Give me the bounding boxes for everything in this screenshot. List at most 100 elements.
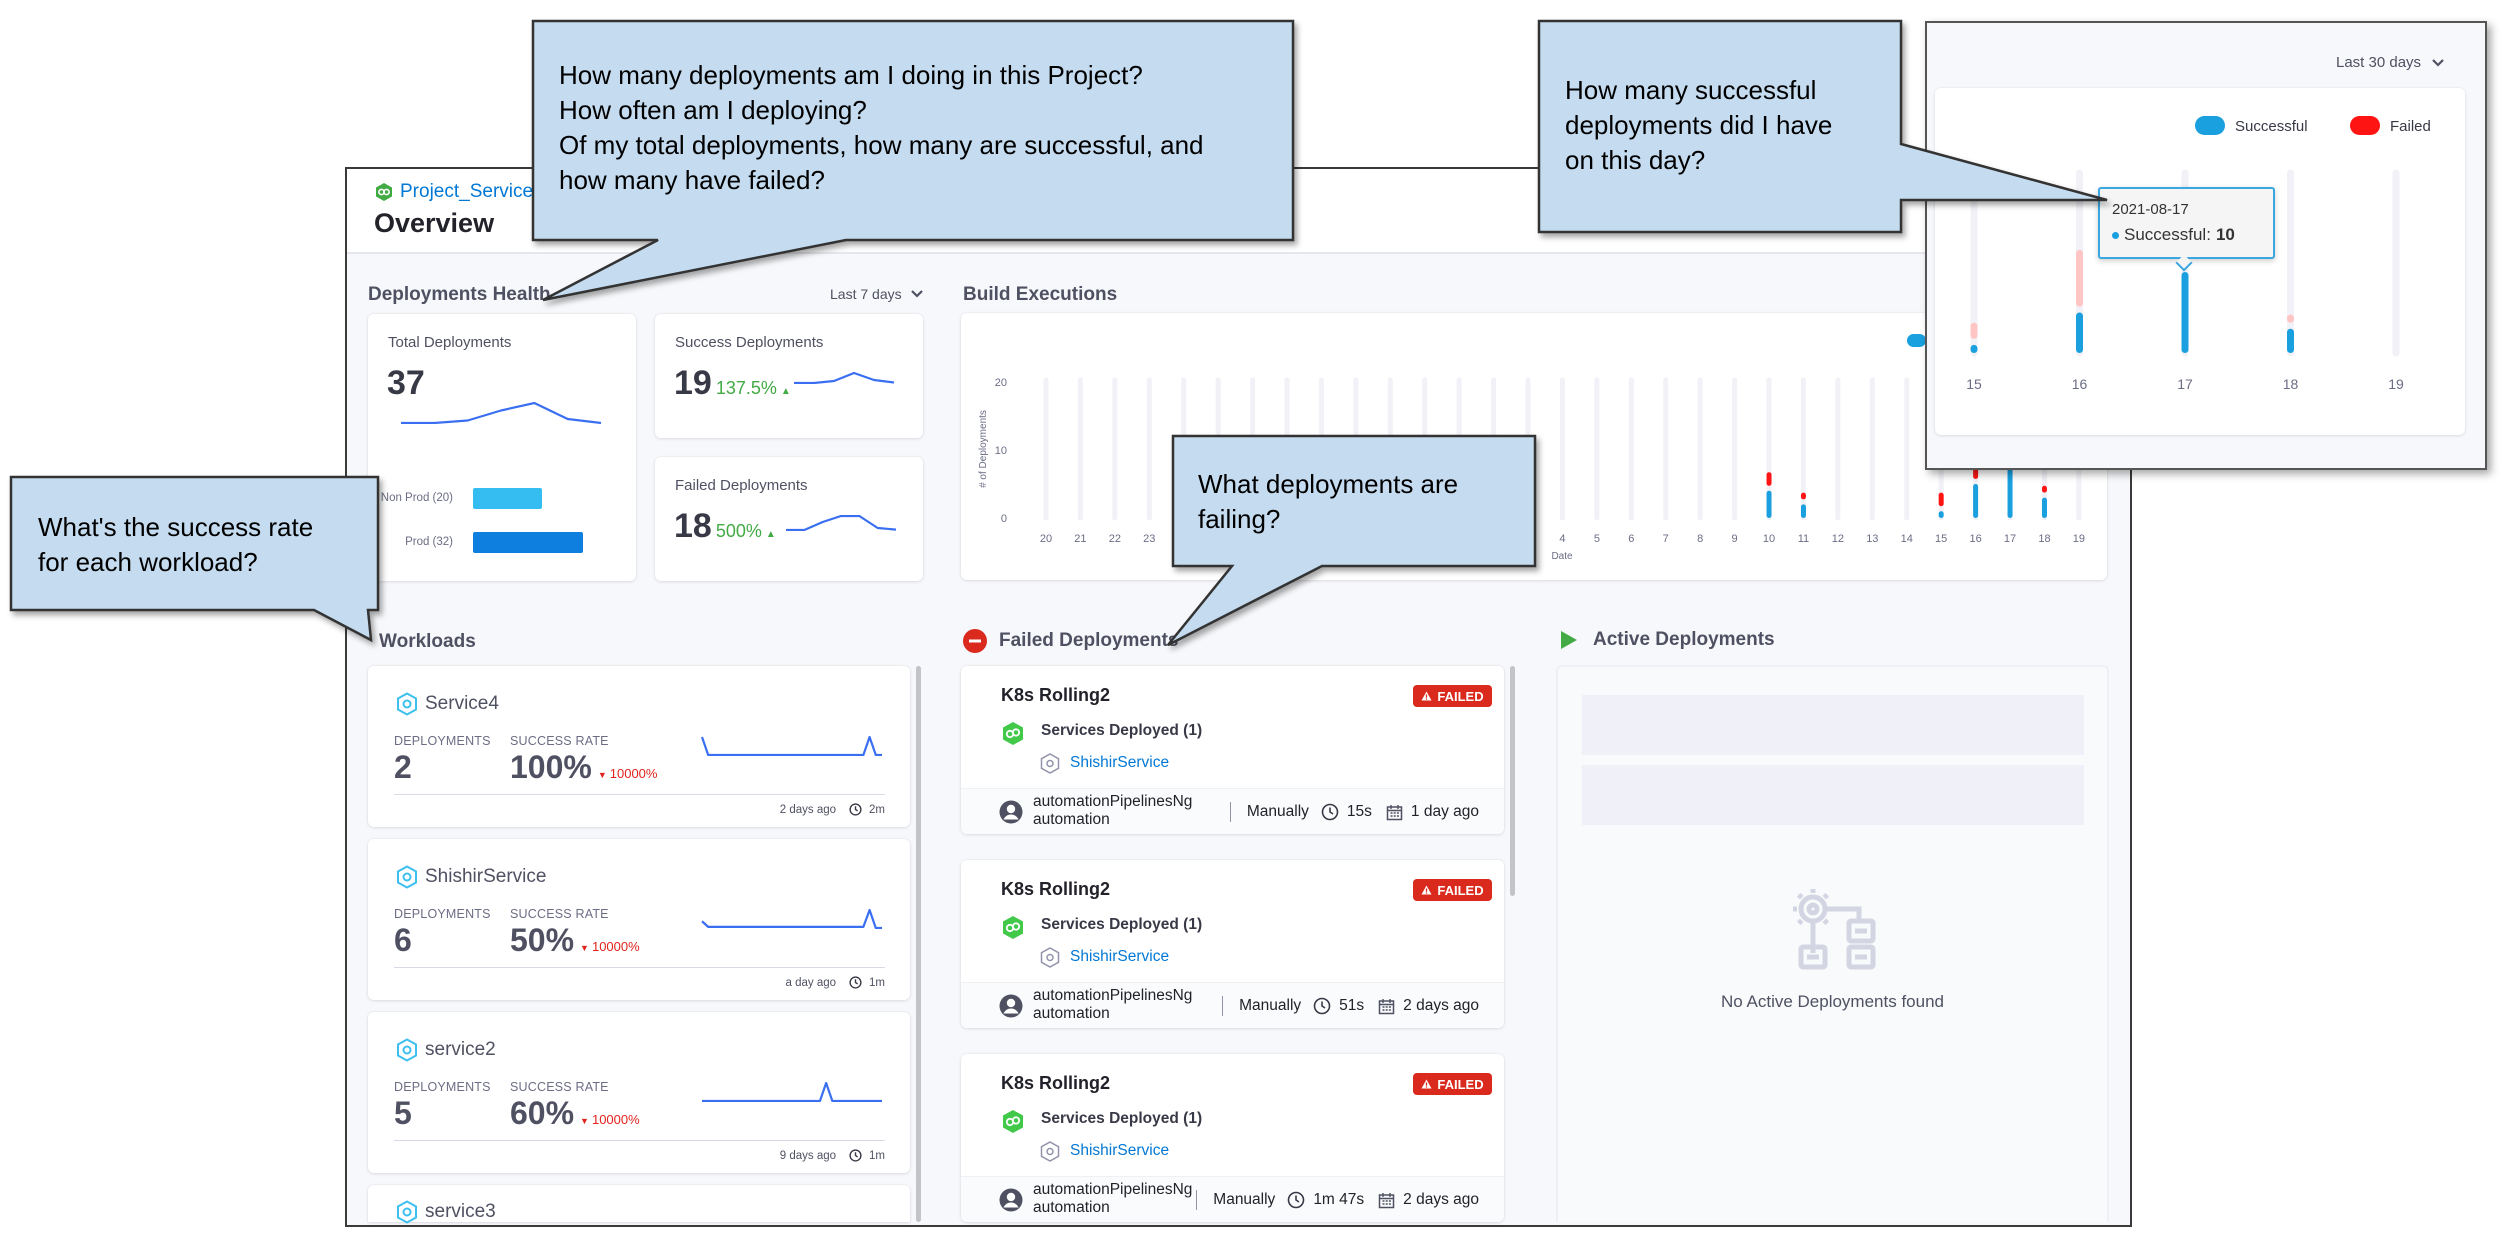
- sparkline-path: [794, 372, 895, 384]
- health-range-label: Last 7 days: [830, 286, 902, 302]
- active-empty-text: No Active Deployments found: [1720, 992, 1944, 1011]
- user-avatar-icon: [999, 994, 1023, 1018]
- workloads-scrollbar[interactable]: [916, 666, 921, 1222]
- sparkline-path: [701, 909, 882, 929]
- workload-duration: 1m: [869, 1149, 885, 1162]
- failed-deployment-card[interactable]: K8s Rolling2 FAILED Services Deployed (1…: [961, 860, 1504, 1028]
- divider: [394, 794, 885, 795]
- services-deployed-label: Services Deployed (1): [1041, 1110, 1203, 1127]
- workload-name[interactable]: service2: [425, 1039, 496, 1060]
- sparkline-path: [702, 1082, 882, 1102]
- deployment-footer: automationPipelinesNg automation Manuall…: [961, 982, 1504, 1028]
- clock-icon: [849, 976, 862, 989]
- callout-line: failing?: [1198, 504, 1281, 534]
- service-hexagon-icon: [1040, 753, 1060, 774]
- separator: [1229, 802, 1231, 822]
- workload-card[interactable]: ShishirService DEPLOYMENTS 6 SUCCESS RAT…: [368, 839, 910, 1000]
- trigger-type: Manually: [1213, 1191, 1276, 1208]
- workload-duration: 1m: [869, 976, 885, 989]
- workload-sparkline: [701, 736, 882, 756]
- triggered-by-sub: automation: [1033, 1005, 1110, 1022]
- x-tick-label: 5: [1594, 533, 1600, 545]
- workload-card[interactable]: service2 DEPLOYMENTS 5 SUCCESS RATE 60% …: [368, 1012, 910, 1173]
- service-hexagon-icon: [397, 1200, 417, 1224]
- failed-deployment-card[interactable]: K8s Rolling2 FAILED Services Deployed (1…: [961, 1054, 1504, 1222]
- triggered-by-sub: automation: [1033, 1199, 1110, 1216]
- failed-deployment-card[interactable]: K8s Rolling2 FAILED Services Deployed (1…: [961, 666, 1504, 834]
- cd-module-icon: [1003, 916, 1023, 939]
- failed-sparkline: [786, 515, 897, 531]
- x-tick-label: 13: [1866, 533, 1878, 545]
- service-link[interactable]: ShishirService: [1070, 948, 1170, 965]
- x-tick-label: 11: [1798, 533, 1809, 545]
- workload-deployments: 5: [394, 1095, 412, 1131]
- trend-down-icon: ▼: [580, 1116, 589, 1126]
- calendar-icon: [1378, 1192, 1395, 1208]
- chart-zoom-inset: Last 30 days 15 16 17 18 19 Successful Failed …: [1925, 21, 2487, 470]
- x-tick-label: 19: [2388, 376, 2404, 392]
- x-tick-label: 16: [1969, 533, 1981, 545]
- project-icon: [376, 183, 392, 201]
- workload-success-rate: 50%: [510, 922, 575, 958]
- callout-line: deployments did I have: [1565, 110, 1833, 140]
- separator: [1196, 1190, 1198, 1210]
- breadcrumb[interactable]: Project_ServiceL: [374, 181, 544, 203]
- y-tick-label: 10: [995, 445, 1007, 457]
- tooltip-series: Successful:: [2124, 225, 2211, 244]
- x-tick-label: 6: [1628, 533, 1634, 545]
- y-tick-label: 20: [995, 377, 1007, 389]
- callout-line: How often am I deploying?: [559, 95, 867, 125]
- total-deployments-value: 37: [387, 364, 425, 402]
- workload-card[interactable]: service3: [368, 1185, 910, 1224]
- service-link[interactable]: ShishirService: [1070, 754, 1170, 771]
- workload-name[interactable]: service3: [425, 1201, 496, 1222]
- pipeline-name[interactable]: K8s Rolling2: [1001, 1073, 1111, 1093]
- workloads-title: Workloads: [379, 631, 476, 652]
- deployments-health-title: Deployments Health: [368, 284, 551, 305]
- workload-name[interactable]: Service4: [425, 693, 499, 714]
- success-deployments-card: Success Deployments 19 137.5% ▲: [655, 314, 923, 438]
- x-tick-label: 9: [1732, 533, 1738, 545]
- workload-success-rate: 60%: [510, 1095, 575, 1131]
- service-hexagon-icon: [1040, 1141, 1060, 1162]
- skeleton-row: [1582, 765, 2084, 825]
- separator: [1222, 996, 1224, 1016]
- user-avatar-icon: [999, 800, 1023, 824]
- divider: [394, 1140, 885, 1141]
- failed-deployments-value: 18: [674, 507, 712, 545]
- pipeline-name[interactable]: K8s Rolling2: [1001, 685, 1111, 705]
- x-tick-label: 3: [1525, 533, 1531, 545]
- triggered-by-sub: automation: [1033, 811, 1110, 828]
- workload-deployments: 6: [394, 922, 412, 958]
- x-tick-label: 7: [1663, 533, 1669, 545]
- failed-deployments-label: Failed Deployments: [675, 477, 808, 494]
- inset-range-dropdown[interactable]: Last 30 days: [2336, 54, 2445, 71]
- legend-failed-label: Failed: [2390, 118, 2431, 135]
- env-bar-prod: [473, 532, 584, 553]
- project-link[interactable]: Project_ServiceL: [400, 181, 544, 202]
- calendar-icon: [1378, 998, 1395, 1014]
- service-link[interactable]: ShishirService: [1070, 1142, 1170, 1159]
- legend-successful-swatch: [1907, 334, 1926, 347]
- workload-rate-change: 10000%: [609, 766, 658, 781]
- x-tick-label: 12: [1832, 533, 1844, 545]
- callout-daily-success: How many successful deployments did I ha…: [1565, 73, 1832, 178]
- x-tick-label: 18: [2283, 376, 2299, 392]
- x-axis-title: Date: [1551, 551, 1573, 562]
- failed-status-icon: [963, 629, 987, 653]
- service-hexagon-icon: [397, 692, 417, 716]
- trigger-type: Manually: [1246, 803, 1309, 820]
- pipeline-empty-icon: [1793, 889, 1876, 970]
- workload-name[interactable]: ShishirService: [425, 866, 547, 887]
- health-range-dropdown[interactable]: Last 7 days: [830, 286, 924, 302]
- workload-card[interactable]: Service4 DEPLOYMENTS 2 SUCCESS RATE 100%…: [368, 666, 910, 827]
- failed-deployments-header: Failed Deployments: [963, 629, 1179, 653]
- trend-down-icon: ▼: [580, 943, 589, 953]
- callout-line: What's the success rate: [38, 512, 314, 542]
- failed-deployments-scrollbar[interactable]: [1510, 666, 1515, 896]
- clock-icon: [849, 1149, 862, 1162]
- pipeline-name[interactable]: K8s Rolling2: [1001, 879, 1111, 899]
- inset-range-label: Last 30 days: [2336, 54, 2422, 71]
- trend-up-icon: ▲: [765, 529, 776, 540]
- callout-line: how many have failed?: [559, 165, 825, 195]
